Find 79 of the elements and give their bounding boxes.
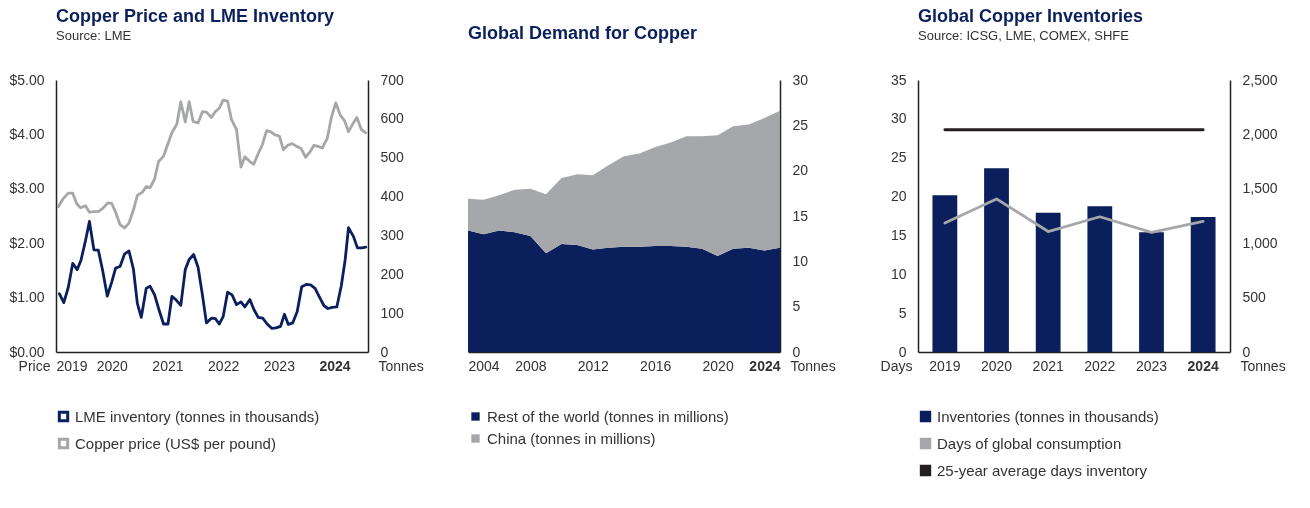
line-series — [943, 197, 1205, 234]
x-tick-label: 2021 — [152, 357, 184, 374]
y2-tick-label: 300 — [380, 226, 405, 243]
x-tick-label: 2020 — [702, 357, 734, 374]
chart-title: Global Demand for Copper — [468, 23, 698, 43]
x-tick-label: 2024 — [749, 357, 781, 374]
x-tick-label: 2019 — [56, 357, 88, 374]
y-tick-label: $5.00 — [9, 71, 45, 88]
y2-tick-label: 0 — [792, 343, 801, 360]
line-series — [57, 220, 368, 330]
y-tick-label: 5 — [898, 304, 907, 321]
y2-tick-label: 30 — [792, 71, 809, 88]
bar — [932, 195, 958, 352]
y-tick-label: 10 — [890, 265, 907, 282]
x-tick-label: 2020 — [96, 357, 128, 374]
y-tick-label: $0.00 — [9, 343, 45, 360]
x-tick-label: 2022 — [208, 357, 240, 374]
bar — [1087, 206, 1113, 352]
y2-tick-label: 200 — [380, 265, 405, 282]
y2-axis-title: Tonnes — [1240, 357, 1286, 374]
chart-title: Global Copper Inventories — [918, 6, 1144, 26]
x-tick-label: 2019 — [929, 357, 961, 374]
y-tick-label: 20 — [890, 188, 907, 205]
y2-tick-label: 0 — [1242, 343, 1251, 360]
y2-tick-label: 100 — [380, 304, 405, 321]
y2-tick-label: 20 — [792, 162, 809, 179]
y2-tick-label: 25 — [792, 116, 809, 133]
y-tick-label: 15 — [890, 226, 907, 243]
y2-tick-label: 1,000 — [1242, 234, 1278, 251]
chart-title: Copper Price and LME Inventory — [56, 6, 335, 26]
y2-tick-label: 15 — [792, 207, 809, 224]
y2-tick-label: 400 — [380, 188, 405, 205]
y2-tick-label: 5 — [792, 298, 801, 315]
bar — [1139, 232, 1164, 352]
y-tick-label: 30 — [890, 110, 907, 127]
x-tick-label: 2004 — [468, 357, 500, 374]
bar — [984, 168, 1009, 352]
line-series — [56, 98, 368, 230]
y2-tick-label: 600 — [380, 110, 405, 127]
x-tick-label: 2024 — [1187, 357, 1219, 374]
y2-axis-title: Tonnes — [378, 357, 424, 374]
legend-label: Days of global consumption — [937, 434, 1122, 452]
y2-axis-title: Tonnes — [790, 357, 836, 374]
x-tick-label: 2023 — [263, 357, 296, 374]
y2-tick-label: 1,500 — [1242, 180, 1278, 197]
y2-tick-label: 0 — [380, 343, 389, 360]
legend-label: Inventories (tonnes in thousands) — [937, 407, 1159, 425]
y-tick-label: $2.00 — [9, 234, 45, 251]
chart-subtitle: Source: LME — [56, 28, 132, 43]
legend-label: Copper price (US$ per pound) — [75, 434, 276, 452]
x-tick-label: 2020 — [980, 357, 1013, 374]
bar — [1035, 212, 1061, 352]
y2-tick-label: 10 — [792, 252, 809, 269]
x-tick-label: 2024 — [319, 357, 351, 374]
y-tick-label: $1.00 — [9, 289, 45, 306]
chart-subtitle: Source: ICSG, LME, COMEX, SHFE — [918, 28, 1130, 43]
legend-label: Rest of the world (tonnes in millions) — [487, 407, 729, 425]
x-tick-label: 2012 — [577, 357, 610, 374]
x-tick-label: 2022 — [1084, 357, 1116, 374]
y-axis-title: Days — [880, 357, 913, 374]
x-tick-label: 2023 — [1135, 357, 1168, 374]
y-tick-label: 0 — [898, 343, 907, 360]
y2-tick-label: 700 — [380, 71, 405, 88]
y-tick-label: $3.00 — [9, 180, 45, 197]
legend-label: 25-year average days inventory — [937, 461, 1148, 479]
legend-label: LME inventory (tonnes in thousands) — [75, 407, 320, 425]
bar — [1190, 217, 1216, 352]
y-tick-label: $4.00 — [9, 125, 45, 142]
x-tick-label: 2021 — [1032, 357, 1064, 374]
x-tick-label: 2008 — [515, 357, 547, 374]
y2-tick-label: 2,000 — [1242, 125, 1278, 142]
y-tick-label: 25 — [890, 149, 907, 166]
y-axis-title: Price — [18, 357, 51, 374]
y-tick-label: 35 — [890, 71, 907, 88]
legend-label: China (tonnes in millions) — [487, 429, 656, 447]
y2-tick-label: 2,500 — [1242, 71, 1278, 88]
x-tick-label: 2016 — [640, 357, 672, 374]
y2-tick-label: 500 — [380, 149, 405, 166]
y2-tick-label: 500 — [1242, 289, 1267, 306]
